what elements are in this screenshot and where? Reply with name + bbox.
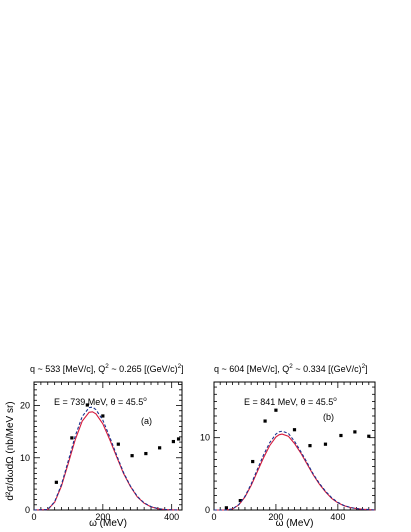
panel-label: (b): [323, 412, 334, 422]
dashed-curve: [214, 430, 376, 511]
solid-curve: [33, 411, 179, 511]
data-point: [292, 428, 297, 432]
chart-panel-a: 0 200 400 0 10 20: [20, 381, 183, 522]
x-tick-label: 200: [95, 512, 110, 522]
data-point: [144, 451, 148, 456]
panel-title-part: ~ 0.334 [(GeV/c): [293, 364, 362, 374]
panel-title-part: 2: [289, 363, 293, 370]
kinematics-label: E = 841 MeV, θ = 45.5o: [244, 396, 337, 407]
data-point: [171, 439, 175, 444]
data-point: [339, 433, 343, 438]
data-point: [263, 419, 267, 423]
panel-title-part: q ~ 604 [MeV/c], Q: [214, 364, 289, 374]
y-tick-label: 10: [200, 433, 210, 443]
y-tick-label: 0: [205, 505, 210, 515]
kinematics-label-part: E = 739 MeV, θ = 45.5: [54, 397, 143, 407]
panel-title-part: 2: [105, 363, 109, 370]
x-tick-label: 0: [211, 512, 216, 522]
data-point: [353, 430, 357, 434]
data-point: [251, 459, 255, 464]
kinematics-label-part: o: [143, 396, 147, 403]
panel-title-part: 2: [362, 363, 366, 370]
kinematics-label: E = 739 MeV, θ = 45.5o: [54, 396, 147, 407]
panel-title-part: q ~ 533 [MeV/c], Q: [30, 364, 105, 374]
x-tick-label: 400: [330, 512, 345, 522]
y-tick-label: 20: [20, 401, 30, 411]
data-point: [176, 437, 181, 441]
data-point: [116, 442, 120, 446]
x-tick-label: 400: [164, 512, 179, 522]
data-point: [158, 446, 162, 450]
plot-frame: [33, 381, 183, 511]
data-point: [101, 414, 105, 418]
y-axis-label: d²σ/dωdΩ (nb/MeV sr): [5, 401, 16, 500]
panel-label: (a): [141, 416, 152, 426]
panel-title-part: 2: [178, 363, 182, 370]
chart-panel-b: 0 200 400 0 10: [200, 381, 376, 522]
data-point: [130, 454, 134, 458]
x-tick-label: 0: [31, 512, 36, 522]
x-tick-label: 200: [268, 512, 283, 522]
data-point: [323, 442, 328, 446]
data-point: [367, 434, 371, 438]
data-point: [238, 498, 242, 503]
data-point: [224, 506, 228, 510]
data-point: [85, 403, 89, 407]
data-point: [70, 436, 74, 440]
kinematics-label-part: o: [333, 396, 337, 403]
x-axis-label: ω (MeV): [276, 518, 314, 529]
dashed-curve: [33, 406, 179, 511]
panel-title-part: ]: [365, 364, 368, 374]
kinematics-label-part: E = 841 MeV, θ = 45.5: [244, 397, 333, 407]
data-point: [308, 444, 312, 448]
panel-title-part: ~ 0.265 [(GeV/c): [109, 364, 178, 374]
panel-title-part: ]: [181, 364, 184, 374]
x-axis-label: ω (MeV): [89, 518, 127, 529]
y-tick-label: 0: [25, 505, 30, 515]
y-tick-label: 10: [20, 453, 30, 463]
data-point: [274, 408, 278, 412]
panel-title: q ~ 533 [MeV/c], Q2 ~ 0.265 [(GeV/c)2]: [30, 363, 184, 374]
data-point: [54, 480, 58, 484]
panel-title: q ~ 604 [MeV/c], Q2 ~ 0.334 [(GeV/c)2]: [214, 363, 368, 374]
solid-curve: [214, 433, 376, 511]
